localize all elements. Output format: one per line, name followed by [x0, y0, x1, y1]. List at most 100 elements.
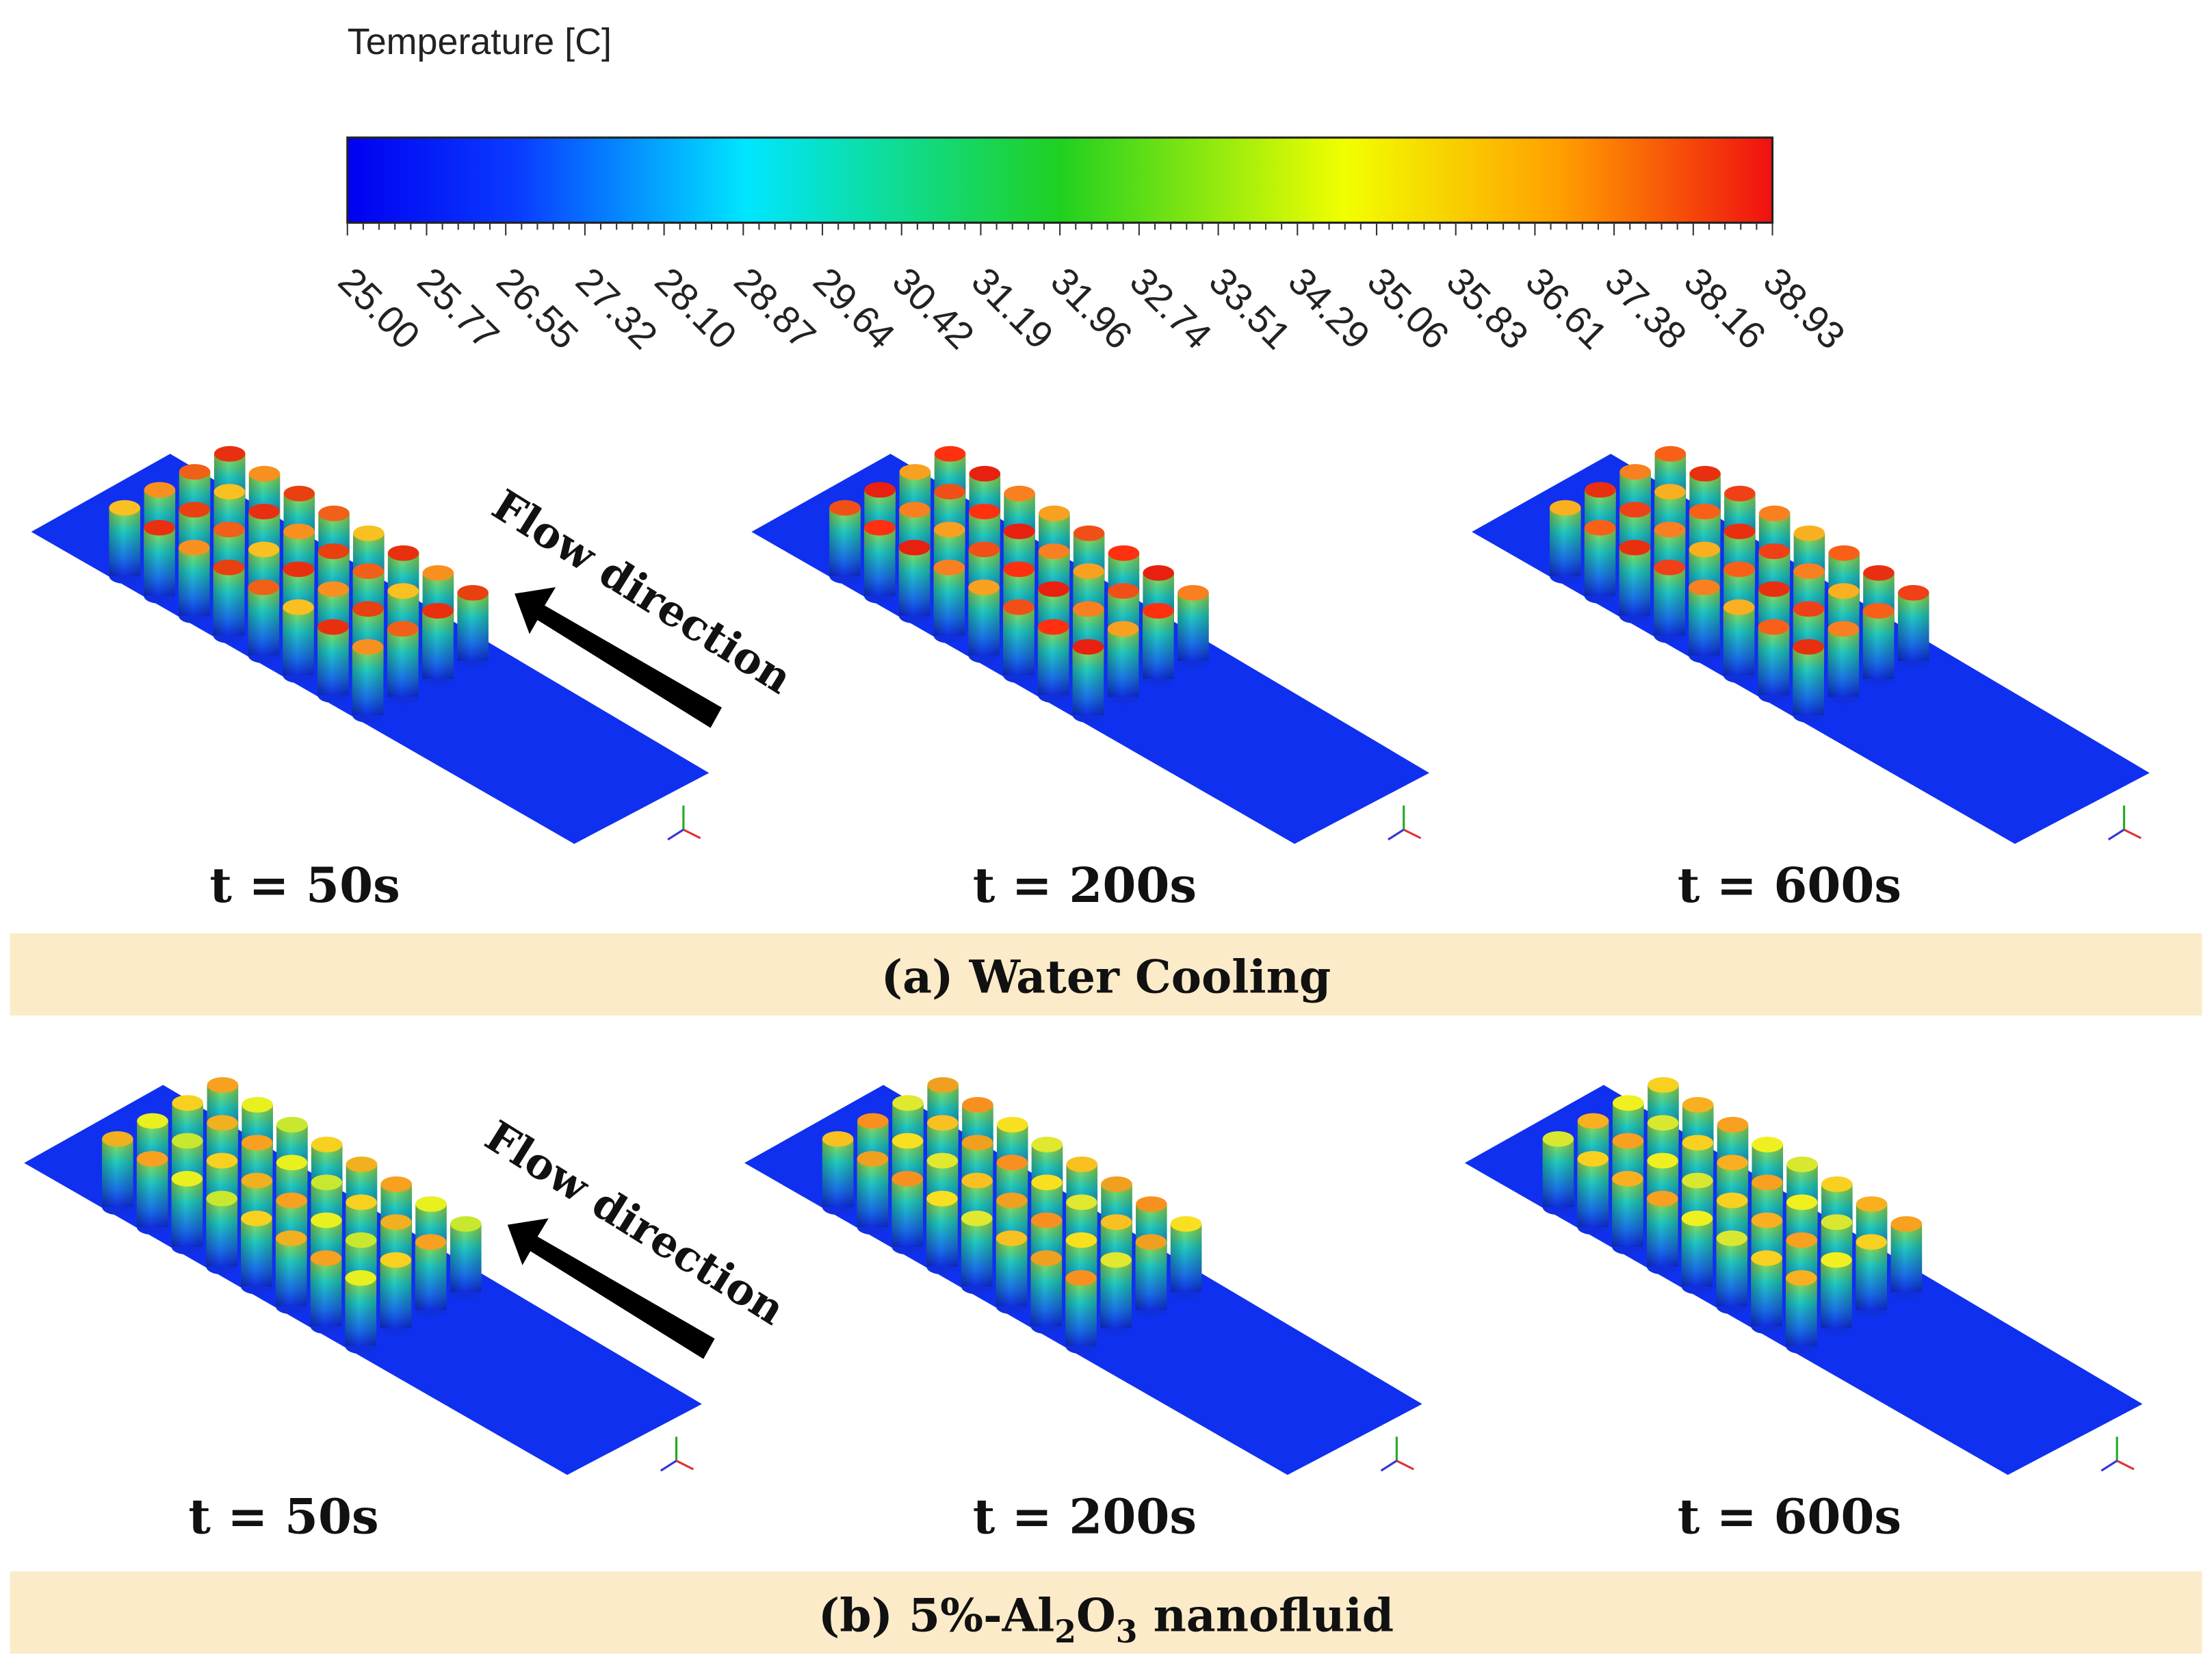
- pin-fin-top: [1786, 1270, 1817, 1286]
- pin-fin-top: [1135, 1234, 1167, 1250]
- pin-fin-top: [1031, 1174, 1063, 1191]
- pin-fin-top: [317, 543, 350, 559]
- pin-fin-top: [1004, 485, 1035, 502]
- pin-fin-top: [857, 1150, 889, 1167]
- pin-fin-top: [1073, 525, 1105, 541]
- pin-fin-top: [1689, 465, 1721, 482]
- pin-fin-top: [1073, 563, 1105, 579]
- pin-fin-top: [276, 1154, 308, 1171]
- pin-fin-top: [1856, 1234, 1887, 1250]
- pin-fin-top: [276, 1192, 307, 1209]
- pin-fin-top: [1828, 545, 1860, 561]
- pin-fin-top: [1827, 621, 1860, 637]
- pin-fin-top: [422, 603, 454, 619]
- pin-fin-top: [1170, 1216, 1202, 1232]
- pin-fin-top: [1689, 579, 1720, 595]
- colorbar-tick-label: 36.61: [1518, 259, 1616, 357]
- pin-fin-top: [1612, 1133, 1644, 1149]
- pin-fin-shade: [1037, 627, 1069, 695]
- pin-fin-shade: [892, 1178, 923, 1247]
- pin-fin-top: [934, 446, 966, 462]
- pin-fin-top: [1752, 1137, 1784, 1152]
- pin-fin-top: [1751, 1212, 1783, 1228]
- pin-fin-top: [346, 1157, 378, 1172]
- pin-fin-top: [1827, 583, 1860, 599]
- pin-fin-top: [171, 1133, 203, 1149]
- pin-fin-top: [283, 524, 315, 539]
- pin-fin-top: [207, 1115, 238, 1131]
- pin-fin-top: [1108, 545, 1140, 561]
- pin-fin-shade: [387, 628, 419, 697]
- pin-fin-top: [898, 539, 931, 556]
- pin-fin-shade: [1170, 1224, 1202, 1292]
- caption-part: O: [1076, 1588, 1116, 1642]
- pin-fin-top: [136, 1150, 168, 1167]
- caption-band: [10, 1571, 2202, 1654]
- colorbar-tick-label: 28.87: [726, 259, 824, 357]
- colorbar-tick-label: 26.55: [489, 259, 587, 357]
- pin-fin-top: [1654, 559, 1685, 576]
- pin-fin-top: [892, 1095, 924, 1111]
- pin-fin-top: [206, 1152, 238, 1169]
- pin-fin-shade: [450, 1224, 482, 1292]
- pin-fin-top: [422, 565, 454, 581]
- time-label: t = 50s: [188, 1488, 378, 1545]
- axis-triad: [1388, 829, 1405, 841]
- pin-fin-top: [1143, 565, 1174, 581]
- pin-fin-top: [863, 519, 896, 536]
- pin-fin-top: [345, 1270, 377, 1286]
- axis-triad: [2100, 1460, 2118, 1472]
- pin-fin-shade: [275, 1238, 307, 1306]
- pin-fin-shade: [1689, 587, 1720, 656]
- pin-fin-top: [1724, 485, 1756, 502]
- axis-triad: [1380, 1460, 1398, 1472]
- pin-fin-top: [1821, 1176, 1853, 1192]
- caption-subscript: 3: [1116, 1613, 1138, 1650]
- pin-fin-top: [387, 621, 419, 637]
- pin-fin-top: [1030, 1212, 1063, 1228]
- pin-fin-top: [1654, 446, 1687, 462]
- pin-fin-top: [1793, 601, 1825, 617]
- pin-fin-shade: [283, 607, 314, 675]
- pin-fin-top: [415, 1196, 447, 1212]
- pin-fin-shade: [1856, 1241, 1887, 1311]
- pin-fin-top: [1786, 1232, 1818, 1248]
- pin-fin-shade: [968, 587, 1000, 656]
- pin-fin-top: [311, 1212, 342, 1228]
- colorbar-tick-label: 28.10: [647, 259, 746, 357]
- simulation-view: Flow direction: [24, 1076, 794, 1475]
- pin-fin-top: [1723, 524, 1756, 539]
- pin-fin-top: [1142, 603, 1174, 619]
- axis-triad: [1403, 828, 1422, 840]
- pin-fin-top: [968, 541, 1000, 558]
- flow-arrow: [515, 587, 722, 728]
- pin-fin-top: [415, 1234, 447, 1250]
- pin-fin-top: [213, 446, 246, 462]
- pin-fin-top: [1752, 1174, 1783, 1191]
- pin-fin-top: [1065, 1232, 1097, 1248]
- pin-fin-top: [899, 464, 931, 480]
- pin-fin-top: [346, 1194, 377, 1211]
- pin-fin-top: [345, 1232, 377, 1248]
- colorbar-tick-label: 27.32: [568, 259, 666, 357]
- pin-fin-top: [387, 545, 419, 561]
- pin-fin-top: [961, 1211, 993, 1226]
- time-label: t = 600s: [1678, 1488, 1901, 1545]
- pin-fin-shade: [213, 567, 245, 636]
- pin-fin-top: [996, 1154, 1028, 1171]
- colorbar-tick-label: 33.51: [1201, 259, 1300, 357]
- axis-triad: [675, 1460, 694, 1471]
- pin-fin-top: [1689, 541, 1721, 558]
- pin-fin-top: [179, 464, 211, 480]
- pin-fin-top: [248, 541, 280, 558]
- caption-part: nanofluid: [1138, 1588, 1394, 1642]
- colorbar-tick-label: 31.96: [1043, 259, 1141, 357]
- pin-fin-top: [1003, 599, 1035, 615]
- pin-fin-top: [1101, 1176, 1132, 1192]
- pin-fin-top: [179, 502, 210, 518]
- time-label: t = 200s: [973, 1488, 1197, 1545]
- pin-fin-top: [968, 579, 1000, 595]
- pin-fin-top: [1038, 581, 1069, 597]
- caption-subscript: 2: [1054, 1613, 1076, 1650]
- pin-fin-shade: [1142, 610, 1174, 680]
